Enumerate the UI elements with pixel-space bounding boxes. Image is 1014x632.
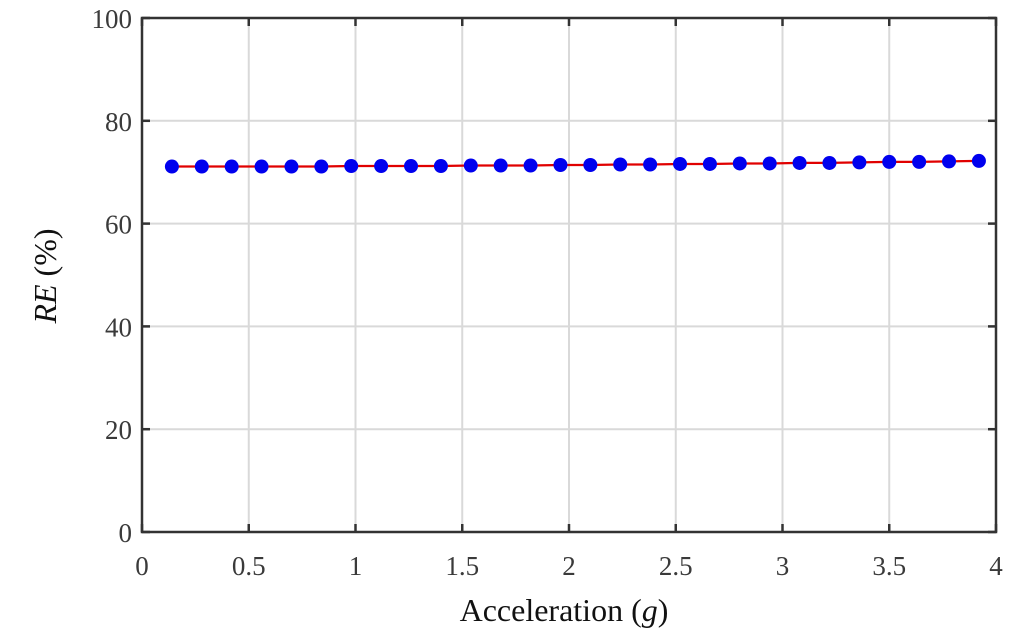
- data-point: [882, 154, 897, 169]
- data-point: [942, 154, 957, 169]
- y-tick-label: 80: [105, 107, 132, 137]
- data-point: [493, 158, 508, 173]
- y-tick-labels: 0 20 40 60 80 100: [92, 4, 133, 548]
- data-point: [404, 159, 419, 174]
- data-point: [224, 159, 239, 174]
- x-tick-label: 2.5: [659, 551, 693, 581]
- data-marker-layer: [164, 153, 986, 174]
- data-point: [374, 159, 389, 174]
- data-point: [583, 158, 598, 173]
- data-point: [194, 159, 209, 174]
- x-tick-label: 0.5: [232, 551, 266, 581]
- x-tick-label: 0: [135, 551, 149, 581]
- data-point: [164, 159, 179, 174]
- y-axis-title-variable: RE: [27, 284, 63, 325]
- data-point: [344, 159, 359, 174]
- data-point: [762, 156, 777, 171]
- x-tick-label: 1: [349, 551, 363, 581]
- data-point: [433, 159, 448, 174]
- data-point: [254, 159, 269, 174]
- tick-marks: [140, 16, 998, 534]
- data-point: [732, 156, 747, 171]
- y-axis-title-unit: (%): [27, 228, 63, 284]
- x-axis-title-main: Acceleration (: [460, 592, 642, 628]
- grid-lines: [141, 17, 997, 533]
- data-point: [792, 155, 807, 170]
- data-point: [822, 155, 837, 170]
- y-tick-label: 60: [105, 210, 132, 240]
- data-point: [971, 153, 986, 168]
- x-tick-label: 1.5: [445, 551, 479, 581]
- x-tick-labels: 0 0.5 1 1.5 2 2.5 3 3.5 4: [135, 551, 1003, 581]
- data-line-layer: [171, 159, 979, 168]
- x-axis-title: Acceleration (g): [460, 592, 669, 628]
- x-tick-label: 3.5: [872, 551, 906, 581]
- data-point: [523, 158, 538, 173]
- data-point: [912, 154, 927, 169]
- data-point: [643, 157, 658, 172]
- data-point: [553, 158, 568, 173]
- x-axis-title-end: ): [658, 592, 669, 628]
- y-axis-title: RE (%): [27, 228, 63, 324]
- y-tick-label: 0: [119, 518, 133, 548]
- y-tick-label: 20: [105, 415, 132, 445]
- data-point: [463, 158, 478, 173]
- series-line: [171, 159, 979, 168]
- x-tick-label: 3: [776, 551, 790, 581]
- y-tick-label: 100: [92, 4, 133, 34]
- y-tick-label: 40: [105, 312, 132, 342]
- x-axis-title-variable: g: [642, 592, 658, 628]
- data-point: [613, 157, 628, 172]
- data-point: [702, 156, 717, 171]
- data-point: [284, 159, 299, 174]
- data-point: [673, 156, 688, 171]
- x-tick-label: 2: [562, 551, 576, 581]
- data-point: [852, 155, 867, 170]
- x-tick-label: 4: [989, 551, 1003, 581]
- data-point: [314, 159, 329, 174]
